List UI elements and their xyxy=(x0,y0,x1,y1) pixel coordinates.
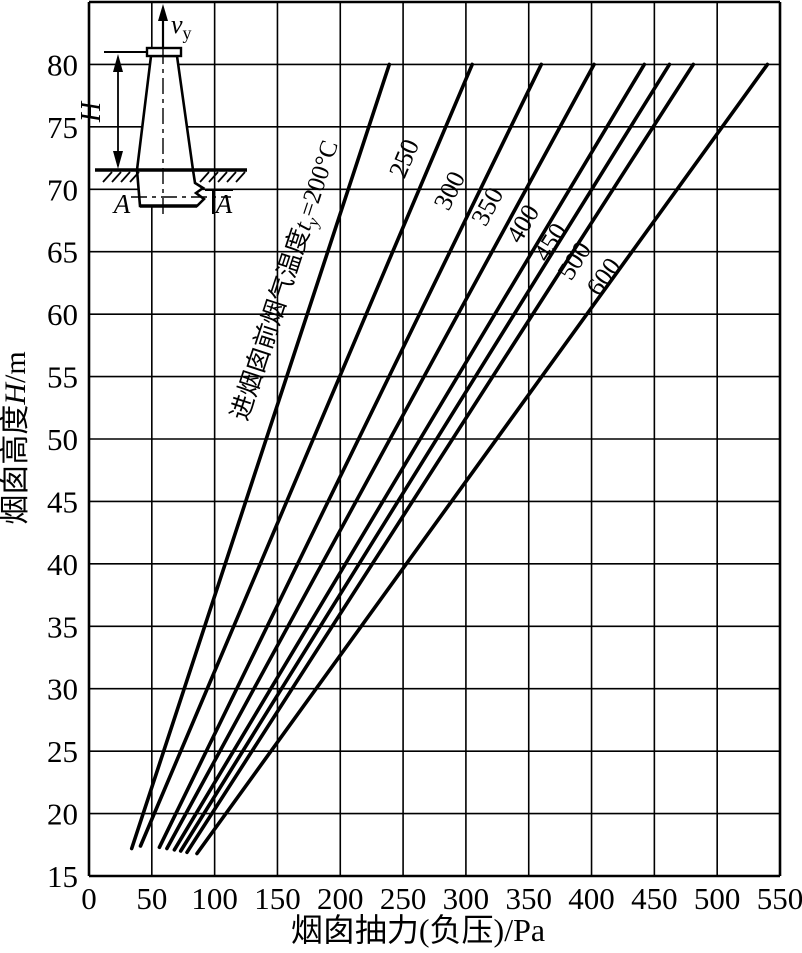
y-tick-label: 50 xyxy=(47,422,78,457)
y-tick-label: 80 xyxy=(47,47,78,82)
temperature-curve-450 xyxy=(178,62,672,853)
dimension-arrow-down-icon xyxy=(113,151,123,169)
temperature-curve-400 xyxy=(172,62,647,852)
temperature-curve-350 xyxy=(165,62,596,851)
x-tick-label: 300 xyxy=(443,881,490,916)
velocity-arrowhead xyxy=(158,4,168,21)
temperature-curve-200 xyxy=(129,62,392,851)
x-tick-label: 350 xyxy=(505,881,552,916)
ground-hatch-stroke xyxy=(226,171,237,183)
x-tick-label: 400 xyxy=(568,881,615,916)
ground-hatch-stroke xyxy=(217,171,228,183)
temperature-curve-250 xyxy=(138,62,475,848)
y-tick-label: 65 xyxy=(47,235,78,270)
ground-hatch-stroke xyxy=(102,171,113,183)
inset-chimney-diagram: vy H A A xyxy=(76,4,247,219)
y-tick-label: 60 xyxy=(47,297,78,332)
ground-hatch-stroke xyxy=(199,171,210,183)
y-tick-label: 15 xyxy=(47,859,78,894)
temperature-curve-500 xyxy=(185,62,696,855)
y-axis-title-variable: H xyxy=(0,381,32,406)
x-tick-label: 50 xyxy=(136,881,167,916)
ground-hatch-stroke xyxy=(129,171,140,183)
section-label-left: A xyxy=(112,189,131,219)
dimension-arrow-up-icon xyxy=(113,54,123,72)
y-tick-label: 20 xyxy=(47,797,78,832)
ground-hatch-stroke xyxy=(111,171,122,183)
height-dimension-label: H xyxy=(76,100,107,123)
x-tick-label: 0 xyxy=(81,881,97,916)
curve-label-250: 250 xyxy=(383,135,425,182)
section-label-right: A xyxy=(214,189,233,219)
y-tick-label: 35 xyxy=(47,609,78,644)
temperature-curve-600 xyxy=(195,62,770,856)
temperature-curve-300 xyxy=(157,62,544,850)
x-tick-label: 550 xyxy=(757,881,802,916)
x-tick-label: 500 xyxy=(694,881,741,916)
y-tick-label: 25 xyxy=(47,734,78,769)
curve-label-300: 300 xyxy=(428,167,471,215)
chimney-cap xyxy=(145,46,183,58)
x-tick-label: 100 xyxy=(191,881,238,916)
chart-generated: 0 50 100 150 200 250 300 350 400 450 500 5501520253… xyxy=(47,0,802,916)
ground-hatch-stroke xyxy=(235,171,246,183)
chimney-body xyxy=(135,54,206,208)
velocity-label: vy xyxy=(171,10,192,43)
x-tick-label: 450 xyxy=(631,881,678,916)
y-tick-label: 75 xyxy=(47,110,78,145)
y-axis-title-cjk: 烟囱高度 xyxy=(0,405,32,525)
ground-hatch-stroke xyxy=(120,171,131,183)
y-axis-title: 烟囱高度H/m xyxy=(0,351,32,524)
y-tick-label: 55 xyxy=(47,360,78,395)
y-tick-label: 70 xyxy=(47,172,78,207)
y-tick-label: 40 xyxy=(47,547,78,582)
x-tick-label: 150 xyxy=(254,881,301,916)
ground-hatch-stroke xyxy=(208,171,219,183)
y-tick-label: 45 xyxy=(47,484,78,519)
x-axis-title: 烟囱抽力(负压)/Pa xyxy=(291,912,545,948)
y-tick-label: 30 xyxy=(47,672,78,707)
x-tick-label: 200 xyxy=(317,881,364,916)
x-tick-label: 250 xyxy=(380,881,427,916)
y-axis-title-unit: /m xyxy=(0,351,32,383)
